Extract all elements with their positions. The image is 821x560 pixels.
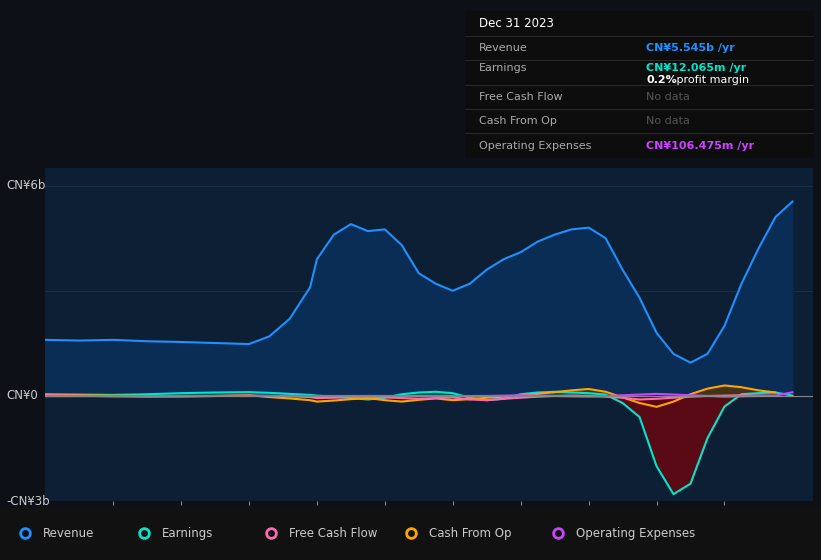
Text: -CN¥3b: -CN¥3b	[7, 494, 50, 508]
Text: CN¥5.545b /yr: CN¥5.545b /yr	[646, 43, 735, 53]
Text: Free Cash Flow: Free Cash Flow	[479, 92, 562, 101]
Text: No data: No data	[646, 116, 690, 126]
Text: Operating Expenses: Operating Expenses	[576, 527, 695, 540]
Text: Revenue: Revenue	[43, 527, 94, 540]
Text: Earnings: Earnings	[162, 527, 213, 540]
Text: Free Cash Flow: Free Cash Flow	[289, 527, 378, 540]
Text: CN¥106.475m /yr: CN¥106.475m /yr	[646, 141, 754, 151]
Text: 0.2%: 0.2%	[646, 76, 677, 86]
Text: CN¥12.065m /yr: CN¥12.065m /yr	[646, 63, 746, 73]
Text: profit margin: profit margin	[673, 76, 750, 86]
Text: Cash From Op: Cash From Op	[479, 116, 557, 126]
Text: Dec 31 2023: Dec 31 2023	[479, 17, 553, 30]
Text: Cash From Op: Cash From Op	[429, 527, 511, 540]
Text: CN¥6b: CN¥6b	[7, 179, 46, 192]
Text: Operating Expenses: Operating Expenses	[479, 141, 591, 151]
Text: CN¥0: CN¥0	[7, 389, 39, 403]
Text: No data: No data	[646, 92, 690, 101]
Text: Revenue: Revenue	[479, 43, 527, 53]
Text: Earnings: Earnings	[479, 63, 527, 73]
